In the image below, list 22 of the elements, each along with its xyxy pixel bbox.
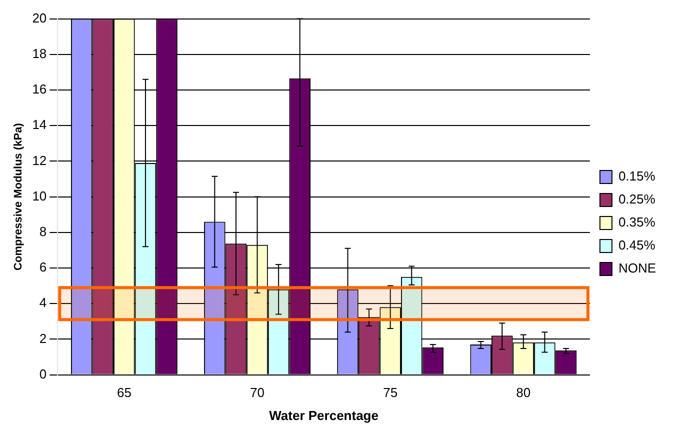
y-tick-label: 16 — [32, 82, 47, 97]
y-tick-label: 14 — [32, 117, 47, 132]
legend-label: NONE — [618, 260, 656, 276]
legend-label: 0.35% — [618, 214, 656, 230]
legend-label: 0.15% — [618, 168, 656, 184]
y-axis-title: Compressive Modulus (kPa) — [12, 122, 25, 270]
y-tick-label: 0 — [39, 366, 47, 382]
x-axis-title: Water Percentage — [269, 408, 378, 423]
y-tick-label: 8 — [39, 224, 47, 239]
y-tick-label: 18 — [32, 46, 47, 61]
legend-label: 0.25% — [618, 192, 656, 207]
y-tick-label: 10 — [32, 188, 47, 204]
y-tick-label: 6 — [39, 260, 47, 275]
y-tick-label: 20 — [32, 10, 47, 26]
legend-label: 0.45% — [618, 238, 656, 253]
y-tick-label: 12 — [32, 152, 47, 168]
x-tick-label: 80 — [516, 385, 531, 400]
y-tick-label: 2 — [39, 330, 47, 346]
x-tick-label: 70 — [250, 385, 264, 400]
x-tick-label: 65 — [116, 385, 132, 400]
x-tick-label: 75 — [383, 385, 398, 400]
y-tick-label: 4 — [39, 295, 47, 310]
